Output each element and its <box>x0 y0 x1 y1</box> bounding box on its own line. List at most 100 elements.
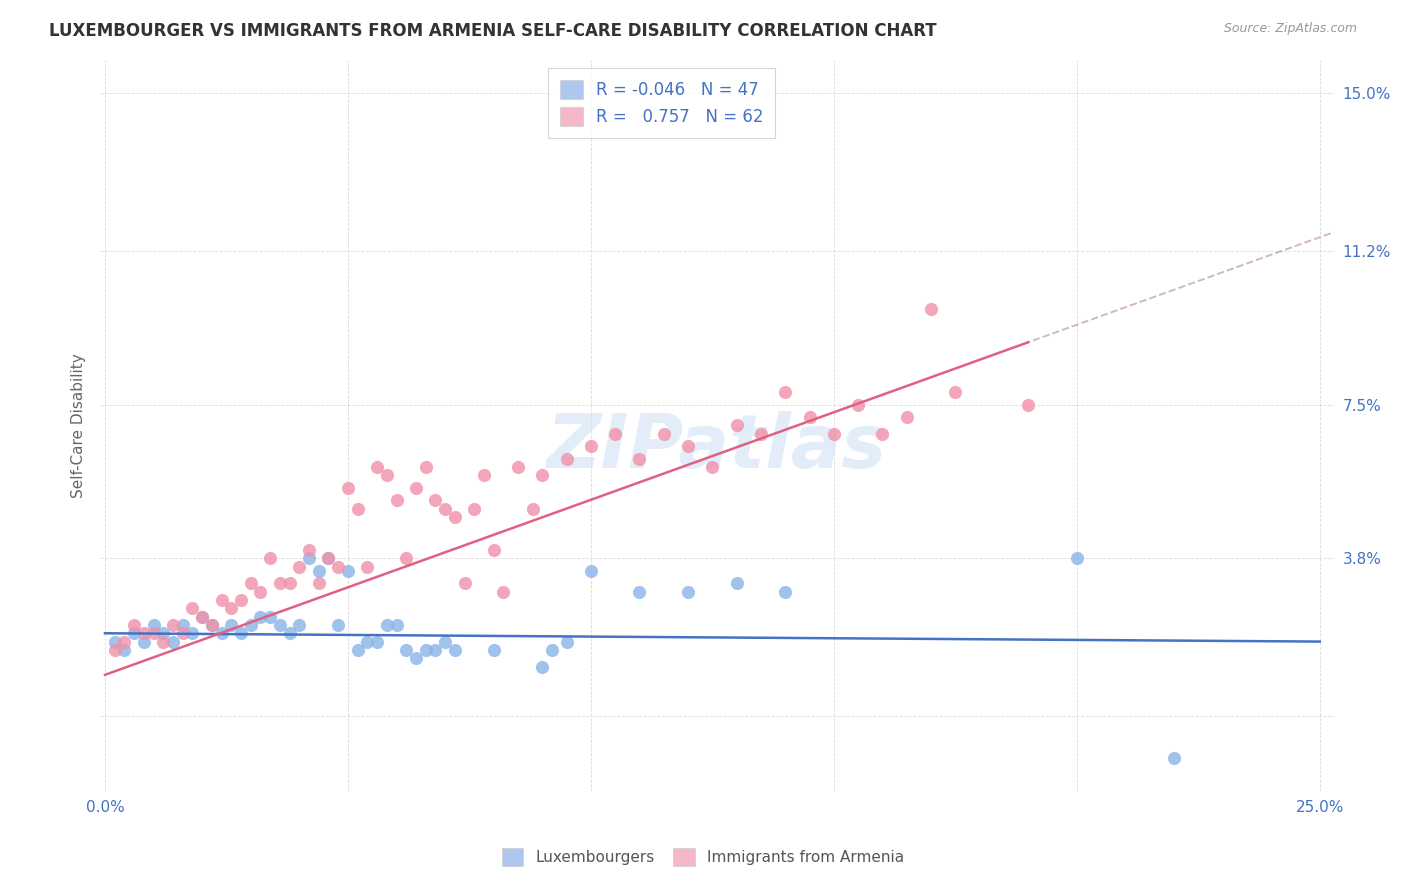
Point <box>172 626 194 640</box>
Point <box>506 460 529 475</box>
Point <box>846 398 869 412</box>
Point <box>346 643 368 657</box>
Point <box>142 618 165 632</box>
Point <box>405 481 427 495</box>
Point <box>308 564 330 578</box>
Point <box>555 634 578 648</box>
Point <box>375 468 398 483</box>
Point <box>773 385 796 400</box>
Point <box>288 618 311 632</box>
Point <box>628 451 651 466</box>
Point <box>162 634 184 648</box>
Point <box>453 576 475 591</box>
Point <box>541 643 564 657</box>
Point <box>318 551 340 566</box>
Point <box>443 643 465 657</box>
Legend: R = -0.046   N = 47, R =   0.757   N = 62: R = -0.046 N = 47, R = 0.757 N = 62 <box>548 68 776 138</box>
Point <box>492 584 515 599</box>
Point <box>555 451 578 466</box>
Point <box>249 609 271 624</box>
Point <box>749 426 772 441</box>
Point <box>104 643 127 657</box>
Point <box>308 576 330 591</box>
Point <box>112 643 135 657</box>
Point <box>872 426 894 441</box>
Point <box>799 410 821 425</box>
Point <box>579 564 602 578</box>
Point <box>415 460 437 475</box>
Point <box>531 659 554 673</box>
Point <box>259 551 281 566</box>
Point <box>472 468 495 483</box>
Point <box>132 634 155 648</box>
Point <box>531 468 554 483</box>
Point <box>336 564 359 578</box>
Point <box>172 618 194 632</box>
Point <box>221 601 243 615</box>
Point <box>395 551 418 566</box>
Point <box>239 618 262 632</box>
Text: Source: ZipAtlas.com: Source: ZipAtlas.com <box>1223 22 1357 36</box>
Point <box>434 634 457 648</box>
Point <box>132 626 155 640</box>
Point <box>336 481 359 495</box>
Point <box>1017 398 1039 412</box>
Point <box>896 410 918 425</box>
Point <box>920 301 942 316</box>
Legend: Luxembourgers, Immigrants from Armenia: Luxembourgers, Immigrants from Armenia <box>495 841 911 873</box>
Point <box>249 584 271 599</box>
Point <box>605 426 627 441</box>
Point <box>211 626 233 640</box>
Point <box>405 651 427 665</box>
Point <box>676 584 699 599</box>
Point <box>676 439 699 453</box>
Point <box>385 618 408 632</box>
Point <box>773 584 796 599</box>
Point <box>239 576 262 591</box>
Point <box>522 501 544 516</box>
Point <box>443 509 465 524</box>
Point <box>122 618 145 632</box>
Point <box>112 634 135 648</box>
Point <box>356 634 378 648</box>
Point <box>328 618 350 632</box>
Point <box>823 426 845 441</box>
Point <box>366 460 388 475</box>
Point <box>298 543 321 558</box>
Point <box>201 618 224 632</box>
Point <box>278 576 301 591</box>
Point <box>152 626 174 640</box>
Point <box>191 609 214 624</box>
Point <box>318 551 340 566</box>
Y-axis label: Self-Care Disability: Self-Care Disability <box>72 353 86 498</box>
Point <box>162 618 184 632</box>
Point <box>579 439 602 453</box>
Point <box>104 634 127 648</box>
Point <box>298 551 321 566</box>
Point <box>652 426 675 441</box>
Point <box>628 584 651 599</box>
Point <box>229 626 252 640</box>
Text: ZIPatlas: ZIPatlas <box>547 411 887 483</box>
Point <box>229 593 252 607</box>
Point <box>425 493 447 508</box>
Point <box>142 626 165 640</box>
Point <box>1163 751 1185 765</box>
Point <box>356 559 378 574</box>
Point <box>191 609 214 624</box>
Point <box>288 559 311 574</box>
Point <box>725 576 748 591</box>
Text: LUXEMBOURGER VS IMMIGRANTS FROM ARMENIA SELF-CARE DISABILITY CORRELATION CHART: LUXEMBOURGER VS IMMIGRANTS FROM ARMENIA … <box>49 22 936 40</box>
Point <box>482 543 505 558</box>
Point <box>415 643 437 657</box>
Point <box>221 618 243 632</box>
Point <box>385 493 408 508</box>
Point <box>201 618 224 632</box>
Point <box>725 418 748 433</box>
Point <box>259 609 281 624</box>
Point <box>269 618 291 632</box>
Point <box>152 634 174 648</box>
Point <box>328 559 350 574</box>
Point <box>702 460 724 475</box>
Point <box>482 643 505 657</box>
